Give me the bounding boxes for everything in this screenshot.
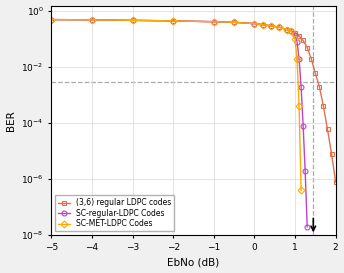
SC-regular-LDPC Codes bbox=[171, 19, 175, 22]
(3,6) regular LDPC codes bbox=[293, 31, 297, 34]
SC-regular-LDPC Codes bbox=[299, 85, 303, 88]
SC-regular-LDPC Codes bbox=[293, 33, 297, 37]
SC-MET-LDPC Codes bbox=[295, 57, 299, 60]
SC-MET-LDPC Codes bbox=[260, 23, 265, 26]
SC-MET-LDPC Codes bbox=[90, 18, 94, 22]
(3,6) regular LDPC codes bbox=[313, 72, 318, 75]
SC-MET-LDPC Codes bbox=[297, 105, 301, 108]
SC-MET-LDPC Codes bbox=[49, 18, 53, 21]
Line: (3,6) regular LDPC codes: (3,6) regular LDPC codes bbox=[49, 17, 338, 184]
SC-regular-LDPC Codes bbox=[295, 40, 299, 43]
SC-regular-LDPC Codes bbox=[289, 29, 293, 32]
(3,6) regular LDPC codes bbox=[285, 28, 289, 31]
SC-regular-LDPC Codes bbox=[232, 21, 236, 24]
(3,6) regular LDPC codes bbox=[301, 39, 305, 42]
(3,6) regular LDPC codes bbox=[289, 29, 293, 32]
SC-regular-LDPC Codes bbox=[49, 18, 53, 21]
Line: SC-regular-LDPC Codes: SC-regular-LDPC Codes bbox=[49, 17, 310, 229]
SC-MET-LDPC Codes bbox=[269, 24, 273, 28]
SC-MET-LDPC Codes bbox=[285, 28, 289, 31]
SC-MET-LDPC Codes bbox=[130, 19, 135, 22]
SC-MET-LDPC Codes bbox=[232, 21, 236, 24]
(3,6) regular LDPC codes bbox=[305, 46, 309, 49]
(3,6) regular LDPC codes bbox=[130, 19, 135, 22]
(3,6) regular LDPC codes bbox=[317, 85, 321, 88]
SC-MET-LDPC Codes bbox=[293, 37, 297, 41]
Legend: (3,6) regular LDPC codes, SC-regular-LDPC Codes, SC-MET-LDPC Codes: (3,6) regular LDPC codes, SC-regular-LDP… bbox=[55, 195, 174, 232]
SC-regular-LDPC Codes bbox=[269, 24, 273, 28]
SC-regular-LDPC Codes bbox=[297, 57, 301, 60]
(3,6) regular LDPC codes bbox=[260, 23, 265, 26]
Line: SC-MET-LDPC Codes: SC-MET-LDPC Codes bbox=[49, 17, 303, 193]
SC-regular-LDPC Codes bbox=[130, 19, 135, 22]
SC-MET-LDPC Codes bbox=[277, 25, 281, 29]
X-axis label: EbNo (dB): EbNo (dB) bbox=[167, 257, 219, 268]
(3,6) regular LDPC codes bbox=[49, 18, 53, 21]
SC-regular-LDPC Codes bbox=[301, 124, 305, 127]
SC-regular-LDPC Codes bbox=[212, 20, 216, 23]
(3,6) regular LDPC codes bbox=[277, 25, 281, 29]
(3,6) regular LDPC codes bbox=[90, 18, 94, 22]
SC-regular-LDPC Codes bbox=[90, 18, 94, 22]
SC-MET-LDPC Codes bbox=[299, 189, 303, 192]
(3,6) regular LDPC codes bbox=[321, 105, 325, 108]
SC-MET-LDPC Codes bbox=[212, 20, 216, 23]
(3,6) regular LDPC codes bbox=[334, 180, 338, 183]
(3,6) regular LDPC codes bbox=[232, 21, 236, 24]
(3,6) regular LDPC codes bbox=[269, 24, 273, 28]
SC-regular-LDPC Codes bbox=[285, 28, 289, 31]
(3,6) regular LDPC codes bbox=[171, 19, 175, 22]
SC-regular-LDPC Codes bbox=[277, 25, 281, 29]
Y-axis label: BER: BER bbox=[6, 110, 15, 131]
(3,6) regular LDPC codes bbox=[330, 152, 334, 156]
SC-regular-LDPC Codes bbox=[303, 169, 307, 173]
SC-regular-LDPC Codes bbox=[305, 225, 309, 229]
(3,6) regular LDPC codes bbox=[325, 128, 330, 131]
SC-MET-LDPC Codes bbox=[171, 19, 175, 22]
SC-MET-LDPC Codes bbox=[289, 29, 293, 32]
SC-regular-LDPC Codes bbox=[260, 23, 265, 26]
(3,6) regular LDPC codes bbox=[309, 57, 313, 60]
SC-regular-LDPC Codes bbox=[252, 22, 257, 25]
(3,6) regular LDPC codes bbox=[212, 20, 216, 23]
(3,6) regular LDPC codes bbox=[252, 22, 257, 25]
(3,6) regular LDPC codes bbox=[297, 34, 301, 38]
SC-MET-LDPC Codes bbox=[252, 22, 257, 25]
